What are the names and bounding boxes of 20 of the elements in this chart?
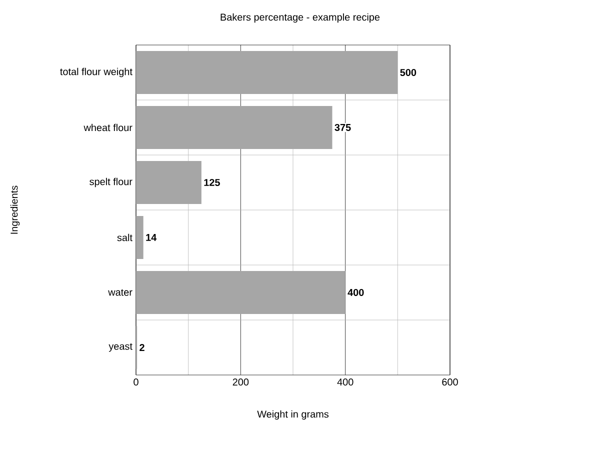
data-label: 125 [204,178,220,186]
x-tick-label: 600 [442,378,458,386]
y-tick-label: spelt flour [90,178,132,188]
x-axis-title: Weight in grams [257,410,329,420]
data-label: 14 [146,234,157,241]
chart-title: Bakers percentage - example recipe [220,13,380,23]
y-axis-title: Ingredients [10,186,20,234]
y-tick-label: water [108,289,132,296]
y-tick-label: yeast [108,343,132,352]
bar [136,216,144,259]
x-tick-label: 200 [232,378,249,386]
x-tick-label: 400 [337,378,354,386]
y-tick-label: wheat flour [84,124,132,132]
data-label: 375 [334,124,351,132]
x-tick-label: 0 [134,378,138,386]
data-label: 2 [140,344,144,351]
data-label: 500 [400,68,416,76]
y-tick-label: total flour weight [60,68,132,78]
data-label: 400 [348,288,364,296]
y-tick-label: salt [117,234,132,242]
